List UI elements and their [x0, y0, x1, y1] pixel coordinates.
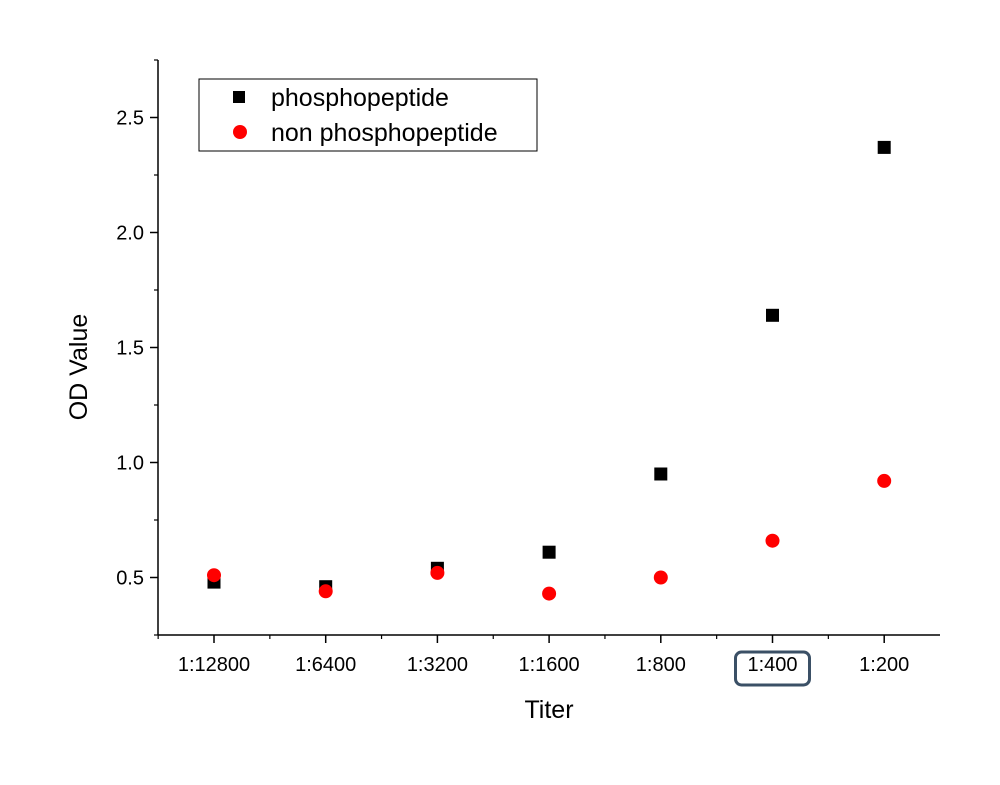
x-tick-label: 1:800: [636, 654, 686, 676]
legend-marker-phosphopeptide: [233, 91, 245, 103]
x-axis-title: Titer: [524, 696, 573, 724]
legend-box: [198, 78, 538, 152]
data-point-phosphopeptide: [766, 308, 779, 322]
ticks: [150, 59, 885, 643]
data-point-non-phosphopeptide: [207, 568, 221, 583]
data-point-non-phosphopeptide: [542, 586, 557, 601]
points: [207, 140, 892, 601]
data-point-non-phosphopeptide: [318, 584, 333, 599]
x-tick-label: 1:12800: [178, 654, 250, 676]
x-tick-label: 1:6400: [295, 654, 356, 676]
y-axis-title: OD Value: [65, 314, 93, 421]
data-point-non-phosphopeptide: [877, 473, 892, 488]
data-point-phosphopeptide: [654, 467, 668, 481]
y-tick-label: 1.0: [116, 453, 144, 475]
x-tick-label: 1:400: [747, 654, 797, 676]
tick-labels: 0.5 1.0 1.5 2.0 2.5 1:12800 1:6400 1:3200 1:1600…: [116, 108, 909, 677]
data-point-non-phosphopeptide: [430, 565, 445, 580]
data-point-phosphopeptide: [877, 140, 891, 154]
x-tick-label: 1:1600: [519, 654, 580, 676]
data-point-non-phosphopeptide: [653, 570, 668, 585]
legend: phosphopeptide non phosphopeptide: [198, 78, 538, 152]
y-tick-label: 0.5: [116, 568, 144, 590]
x-tick-label: 1:3200: [407, 654, 468, 676]
y-tick-label: 2.5: [116, 108, 144, 130]
legend-label-non-phosphopeptide: non phosphopeptide: [271, 119, 498, 147]
highlight-layer: [734, 650, 811, 687]
legend-label-phosphopeptide: phosphopeptide: [271, 84, 449, 112]
data-point-phosphopeptide: [542, 545, 556, 559]
y-tick-label: 2.0: [116, 223, 144, 245]
data-point-non-phosphopeptide: [765, 533, 780, 548]
y-tick-label: 1.5: [116, 338, 144, 360]
x-tick-label: 1:200: [859, 654, 909, 676]
legend-marker-non-phosphopeptide: [233, 125, 247, 139]
highlight-box: [734, 650, 811, 687]
